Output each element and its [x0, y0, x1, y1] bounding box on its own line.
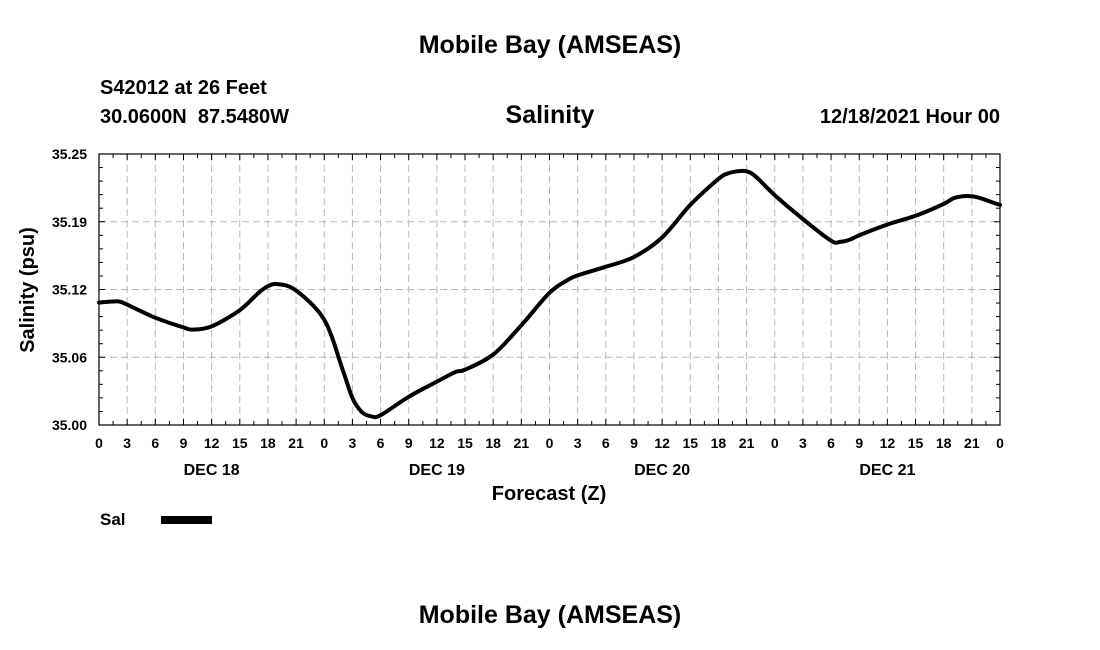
x-tick-label: 15 [457, 435, 473, 451]
x-tick-label: 12 [429, 435, 445, 451]
x-tick-label: 9 [180, 435, 188, 451]
y-axis-title: Salinity (psu) [17, 227, 39, 353]
y-tick-label: 35.25 [52, 146, 87, 162]
x-tick-label: 9 [405, 435, 413, 451]
day-label: DEC 20 [634, 462, 690, 479]
x-tick-label: 12 [204, 435, 220, 451]
forecast-time-label: 12/18/2021 Hour 00 [819, 106, 1000, 128]
x-tick-label: 0 [996, 435, 1004, 451]
x-tick-label: 9 [855, 435, 863, 451]
x-axis-title: Forecast (Z) [492, 483, 606, 505]
y-tick-label: 35.19 [52, 214, 87, 230]
x-tick-label: 21 [288, 435, 304, 451]
x-tick-label: 18 [260, 435, 276, 451]
station-label: S42012 at 26 Feet [100, 77, 267, 99]
chart-subtitle: Salinity [505, 101, 595, 129]
axis-labels: 35.25 35.19 35.12 35.06 35.00 0 3 6 9 12 15 18 21 0 3 6… [52, 146, 1004, 479]
x-tick-label: 6 [377, 435, 385, 451]
axis-ticks [98, 153, 1001, 426]
x-tick-label: 6 [151, 435, 159, 451]
x-tick-label: 15 [908, 435, 924, 451]
y-tick-label: 35.06 [52, 349, 87, 365]
coordinates-label: 30.0600N 87.5480W [100, 106, 290, 128]
x-tick-label: 21 [514, 435, 530, 451]
x-tick-label: 21 [964, 435, 980, 451]
x-tick-label: 18 [936, 435, 952, 451]
x-tick-label: 3 [349, 435, 357, 451]
x-tick-label: 0 [95, 435, 103, 451]
x-tick-label: 15 [682, 435, 698, 451]
x-tick-label: 0 [320, 435, 328, 451]
x-tick-label: 3 [123, 435, 131, 451]
x-tick-label: 21 [739, 435, 755, 451]
x-tick-label: 18 [485, 435, 501, 451]
x-tick-label: 0 [771, 435, 779, 451]
x-tick-label: 15 [232, 435, 248, 451]
x-tick-label: 18 [711, 435, 727, 451]
plot-frame [98, 153, 1001, 426]
x-tick-label: 12 [654, 435, 670, 451]
day-label: DEC 19 [409, 462, 465, 479]
y-tick-label: 35.00 [52, 417, 87, 433]
legend-swatch-sal [161, 516, 212, 524]
x-tick-label: 6 [827, 435, 835, 451]
y-tick-label: 35.12 [52, 282, 87, 298]
x-tick-label: 9 [630, 435, 638, 451]
x-tick-label: 3 [574, 435, 582, 451]
x-tick-label: 12 [880, 435, 896, 451]
x-tick-label: 0 [546, 435, 554, 451]
day-label: DEC 21 [859, 462, 915, 479]
series-line-sal [97, 168, 1002, 420]
legend-label: Sal [100, 510, 126, 529]
x-tick-label: 6 [602, 435, 610, 451]
grid-lines [99, 154, 1000, 425]
day-label: DEC 18 [184, 462, 240, 479]
footer-title: Mobile Bay (AMSEAS) [418, 601, 682, 629]
x-tick-label: 3 [799, 435, 807, 451]
chart-main-title: Mobile Bay (AMSEAS) [418, 31, 682, 59]
